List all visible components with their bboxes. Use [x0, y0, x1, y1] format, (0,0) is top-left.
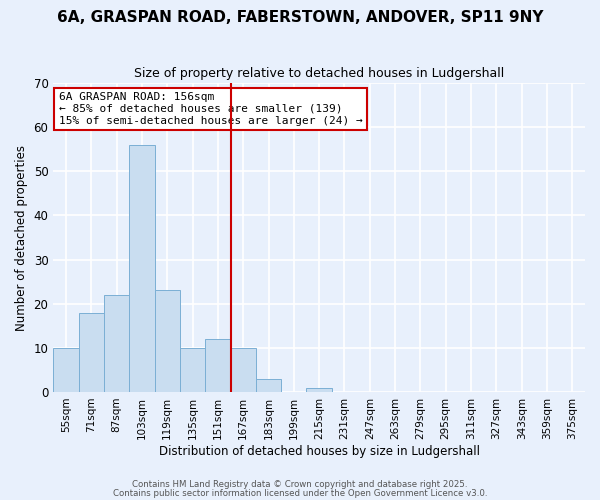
- X-axis label: Distribution of detached houses by size in Ludgershall: Distribution of detached houses by size …: [158, 444, 479, 458]
- Bar: [180, 348, 205, 392]
- Text: 6A GRASPAN ROAD: 156sqm
← 85% of detached houses are smaller (139)
15% of semi-d: 6A GRASPAN ROAD: 156sqm ← 85% of detache…: [59, 92, 362, 126]
- Bar: [129, 145, 155, 392]
- Bar: [205, 339, 230, 392]
- Bar: [230, 348, 256, 392]
- Title: Size of property relative to detached houses in Ludgershall: Size of property relative to detached ho…: [134, 68, 504, 80]
- Text: 6A, GRASPAN ROAD, FABERSTOWN, ANDOVER, SP11 9NY: 6A, GRASPAN ROAD, FABERSTOWN, ANDOVER, S…: [57, 10, 543, 25]
- Bar: [155, 290, 180, 392]
- Bar: [256, 378, 281, 392]
- Bar: [104, 295, 129, 392]
- Bar: [53, 348, 79, 392]
- Text: Contains public sector information licensed under the Open Government Licence v3: Contains public sector information licen…: [113, 488, 487, 498]
- Bar: [79, 312, 104, 392]
- Y-axis label: Number of detached properties: Number of detached properties: [15, 144, 28, 330]
- Bar: [307, 388, 332, 392]
- Text: Contains HM Land Registry data © Crown copyright and database right 2025.: Contains HM Land Registry data © Crown c…: [132, 480, 468, 489]
